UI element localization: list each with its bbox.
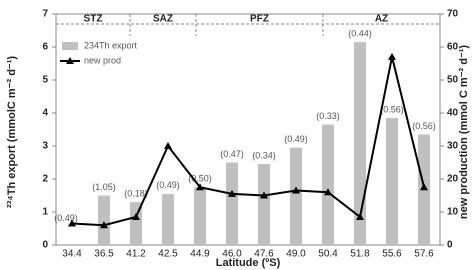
x-axis-title: Latitude (ºS) <box>216 257 281 269</box>
bar <box>322 124 334 245</box>
bar-annotation: (0.34) <box>252 151 276 161</box>
zone-label: AZ <box>375 14 388 25</box>
bar-annotation: (0.56) <box>380 104 404 114</box>
x-tick-label: 49.0 <box>286 249 306 260</box>
marker <box>196 183 204 191</box>
bar <box>162 193 174 245</box>
x-tick-label: 41.2 <box>126 249 146 260</box>
bar <box>98 195 110 245</box>
bar-annotation: (0.49) <box>54 213 78 223</box>
bar <box>386 117 398 245</box>
marker <box>164 142 172 149</box>
bar <box>354 42 366 245</box>
y2-axis-title: new production (mmol C m⁻² d⁻¹) <box>458 45 470 219</box>
marker <box>420 183 428 191</box>
x-tick-label: 50.4 <box>318 249 338 260</box>
y-tick-label: 3 <box>42 141 48 152</box>
bar <box>290 147 302 245</box>
y2-tick-label: 20 <box>447 174 459 185</box>
bar-annotation: (0.44) <box>348 28 372 38</box>
x-tick-label: 36.5 <box>94 249 114 260</box>
y2-tick-label: 50 <box>447 75 459 86</box>
x-tick-label: 51.8 <box>350 249 370 260</box>
marker <box>132 212 140 220</box>
y-tick-label: 4 <box>42 108 48 119</box>
bar <box>226 162 238 245</box>
bar-annotation: (0.56) <box>412 121 436 131</box>
marker <box>68 219 76 227</box>
bar-annotation: (0.47) <box>220 149 244 159</box>
y-tick-label: 0 <box>42 240 48 251</box>
y-tick-label: 6 <box>42 42 48 53</box>
x-tick-label: 46.0 <box>222 249 242 260</box>
marker <box>228 189 236 197</box>
bar-annotation: (0.49) <box>284 134 308 144</box>
x-tick-label: 44.9 <box>190 249 210 260</box>
zone-label: SAZ <box>153 14 173 25</box>
y2-tick-label: 30 <box>447 141 459 152</box>
zone-label: PFZ <box>250 14 269 25</box>
marker <box>100 221 108 229</box>
y2-tick-label: 0 <box>447 240 453 251</box>
bar <box>258 164 270 245</box>
legend-swatch <box>62 42 78 50</box>
plot-frame <box>55 13 441 246</box>
marker <box>324 188 332 196</box>
y2-tick-label: 70 <box>447 9 459 20</box>
bar-annotation: (0.18) <box>124 188 148 198</box>
marker <box>388 52 396 60</box>
x-tick-label: 42.5 <box>158 249 178 260</box>
bar <box>130 202 142 245</box>
marker <box>356 212 364 220</box>
y-axis-title: ²³⁴Th export (mmolC m⁻² d⁻¹) <box>6 56 18 208</box>
x-tick-label: 34.4 <box>62 249 82 260</box>
y-tick-label: 1 <box>42 207 48 218</box>
y2-tick-label: 10 <box>447 207 459 218</box>
x-tick-label: 57.6 <box>414 249 434 260</box>
legend-label: new prod <box>84 55 121 65</box>
zone-label: STZ <box>84 14 103 25</box>
y-tick-label: 5 <box>42 75 48 86</box>
legend-marker <box>66 57 74 64</box>
y-tick-label: 7 <box>42 9 48 20</box>
line <box>71 56 425 227</box>
marker <box>260 191 268 199</box>
bar-annotation: (0.49) <box>156 180 180 190</box>
y-tick-label: 2 <box>42 174 48 185</box>
x-tick-label: 47.6 <box>254 249 274 260</box>
bar-annotation: (0.33) <box>316 111 340 121</box>
marker <box>292 186 300 194</box>
bar-annotation: (0.50) <box>188 174 212 184</box>
x-tick-label: 55.6 <box>382 249 402 260</box>
y2-tick-label: 40 <box>447 108 459 119</box>
bar <box>194 187 206 245</box>
y2-tick-label: 60 <box>447 42 459 53</box>
bar-annotation: (1.05) <box>92 182 116 192</box>
legend-label: 234Th export <box>84 40 138 50</box>
